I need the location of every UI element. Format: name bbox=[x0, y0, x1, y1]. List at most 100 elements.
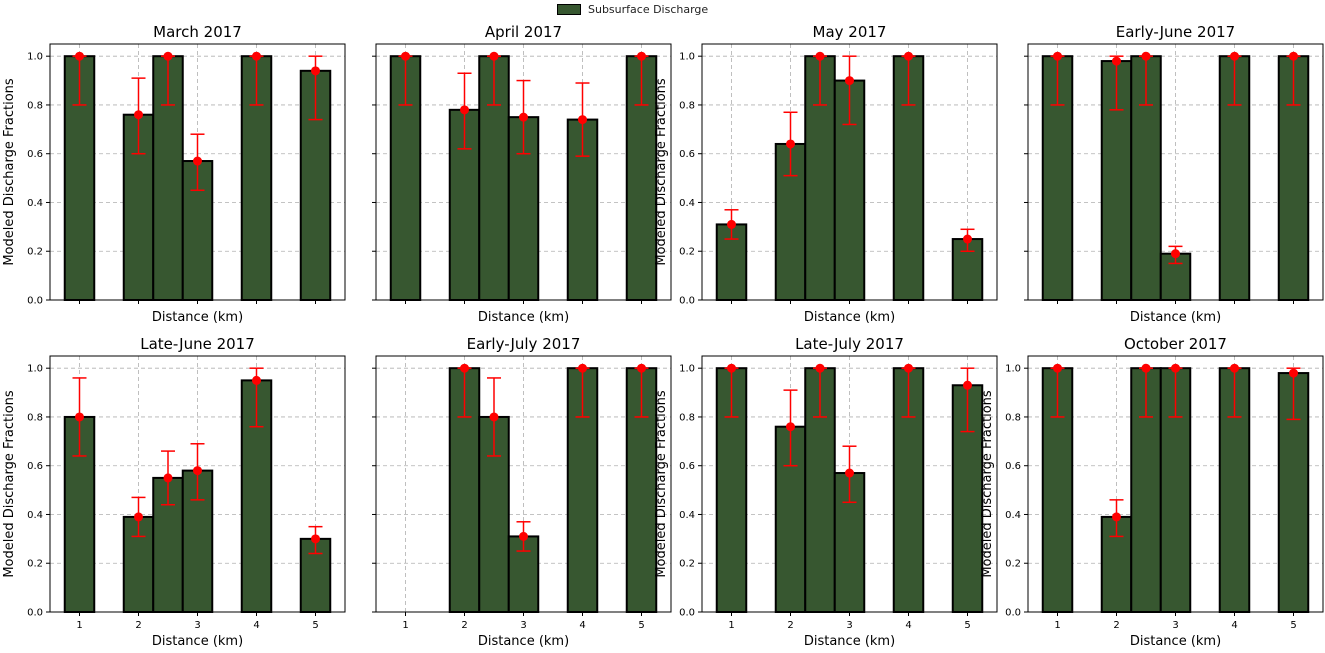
y-tick-label: 0.4 bbox=[27, 510, 43, 521]
data-point bbox=[134, 110, 143, 120]
data-point bbox=[519, 531, 528, 541]
chart-title: Late-June 2017 bbox=[140, 335, 255, 353]
chart-title: Early-July 2017 bbox=[467, 335, 581, 353]
chart-title: Late-July 2017 bbox=[795, 335, 904, 353]
chart-title: March 2017 bbox=[153, 23, 242, 41]
x-axis-label: Distance (km) bbox=[478, 310, 569, 325]
x-tick-label: 3 bbox=[1172, 620, 1178, 631]
y-tick-label: 0.8 bbox=[679, 412, 695, 423]
chart-title: October 2017 bbox=[1124, 335, 1227, 353]
data-point bbox=[963, 380, 972, 390]
data-point bbox=[460, 363, 469, 373]
y-tick-label: 0.2 bbox=[679, 247, 695, 258]
y-tick-label: 0.6 bbox=[27, 461, 43, 472]
chart-panel-8: 0.0 0.2 0.4 0.6 0.8 1.0 1 2 3 4 5 October 2017 Dista… bbox=[980, 335, 1324, 649]
y-tick-label: 0.6 bbox=[27, 149, 43, 160]
chart-panel-3: 0.0 0.2 0.4 0.6 0.8 1.0 May 2017 Distance (km) M… bbox=[654, 23, 998, 325]
y-tick-label: 0.8 bbox=[27, 412, 43, 423]
y-tick-label: 0.2 bbox=[27, 559, 43, 570]
x-axis-label: Distance (km) bbox=[1130, 310, 1221, 325]
x-tick-label: 2 bbox=[1113, 620, 1119, 631]
y-tick-label: 0.2 bbox=[679, 559, 695, 570]
data-point bbox=[1230, 363, 1239, 373]
data-point bbox=[311, 534, 320, 544]
y-tick-label: 1.0 bbox=[1005, 364, 1021, 375]
data-point bbox=[845, 76, 854, 86]
y-tick-label: 0.8 bbox=[1005, 412, 1021, 423]
data-point bbox=[845, 468, 854, 478]
y-tick-label: 0.0 bbox=[27, 296, 43, 307]
bar bbox=[122, 515, 155, 614]
y-tick-label: 1.0 bbox=[679, 52, 695, 63]
y-tick-label: 1.0 bbox=[27, 364, 43, 375]
y-tick-label: 0.0 bbox=[27, 608, 43, 619]
chart-title: April 2017 bbox=[485, 23, 562, 41]
chart-legend: Subsurface Discharge bbox=[557, 0, 708, 18]
bar bbox=[478, 415, 510, 614]
data-point bbox=[786, 422, 795, 432]
data-point bbox=[727, 219, 736, 229]
y-axis-label: Modeled Discharge Fractions bbox=[2, 390, 17, 578]
data-point bbox=[489, 412, 499, 422]
data-point bbox=[1112, 512, 1121, 522]
y-tick-label: 1.0 bbox=[679, 364, 695, 375]
y-tick-label: 0.4 bbox=[1005, 510, 1021, 521]
data-point bbox=[75, 51, 84, 61]
data-point bbox=[815, 363, 825, 373]
x-tick-label: 5 bbox=[964, 620, 970, 631]
data-point bbox=[1053, 363, 1062, 373]
data-point bbox=[193, 156, 202, 166]
y-axis-label: Modeled Discharge Fractions bbox=[2, 78, 17, 266]
x-tick-label: 4 bbox=[905, 620, 911, 631]
data-point bbox=[252, 51, 261, 61]
y-tick-label: 0.2 bbox=[1005, 559, 1021, 570]
data-point bbox=[637, 51, 646, 61]
x-tick-label: 1 bbox=[1054, 620, 1060, 631]
y-tick-label: 0.0 bbox=[679, 608, 695, 619]
legend-swatch bbox=[557, 3, 581, 15]
y-axis-label: Modeled Discharge Fractions bbox=[654, 78, 669, 266]
y-tick-label: 0.4 bbox=[27, 198, 43, 209]
x-tick-label: 4 bbox=[1231, 620, 1237, 631]
data-point bbox=[578, 115, 587, 125]
data-point bbox=[311, 66, 320, 76]
data-point bbox=[75, 412, 84, 422]
x-tick-label: 5 bbox=[638, 620, 644, 631]
data-point bbox=[401, 51, 410, 61]
x-tick-label: 3 bbox=[846, 620, 852, 631]
y-tick-label: 0.8 bbox=[679, 100, 695, 111]
x-tick-label: 3 bbox=[520, 620, 526, 631]
y-axis-label: Modeled Discharge Fractions bbox=[654, 390, 669, 578]
chart-panel-7: 0.0 0.2 0.4 0.6 0.8 1.0 1 2 3 4 5 Late-July 2017 Dis… bbox=[654, 335, 998, 649]
data-point bbox=[193, 466, 202, 476]
x-axis-label: Distance (km) bbox=[152, 634, 243, 649]
x-tick-label: 4 bbox=[253, 620, 259, 631]
y-tick-label: 0.4 bbox=[679, 198, 695, 209]
x-tick-label: 1 bbox=[76, 620, 82, 631]
data-point bbox=[519, 112, 528, 122]
data-point bbox=[786, 139, 795, 149]
y-axis-label: Modeled Discharge Fractions bbox=[980, 390, 995, 578]
x-tick-label: 1 bbox=[402, 620, 408, 631]
y-tick-label: 0.8 bbox=[27, 100, 43, 111]
y-tick-label: 0.2 bbox=[27, 247, 43, 258]
y-tick-label: 0.6 bbox=[679, 461, 695, 472]
data-point bbox=[460, 105, 469, 115]
x-axis-label: Distance (km) bbox=[478, 634, 569, 649]
x-axis-label: Distance (km) bbox=[804, 634, 895, 649]
x-tick-label: 2 bbox=[461, 620, 467, 631]
data-point bbox=[163, 51, 173, 61]
data-point bbox=[578, 363, 587, 373]
data-point bbox=[252, 375, 261, 385]
data-point bbox=[489, 51, 499, 61]
chart-panel-1: 0.0 0.2 0.4 0.6 0.8 1.0 March 2017 Distance (km… bbox=[2, 23, 346, 325]
data-point bbox=[1171, 363, 1180, 373]
y-tick-label: 0.0 bbox=[679, 296, 695, 307]
chart-panel-5: 0.0 0.2 0.4 0.6 0.8 1.0 1 2 3 4 5 Late-June 2017 Dis… bbox=[2, 335, 346, 649]
data-point bbox=[1053, 51, 1062, 61]
x-tick-label: 1 bbox=[728, 620, 734, 631]
data-point bbox=[1289, 368, 1298, 378]
x-axis-label: Distance (km) bbox=[1130, 634, 1221, 649]
x-tick-label: 4 bbox=[579, 620, 585, 631]
